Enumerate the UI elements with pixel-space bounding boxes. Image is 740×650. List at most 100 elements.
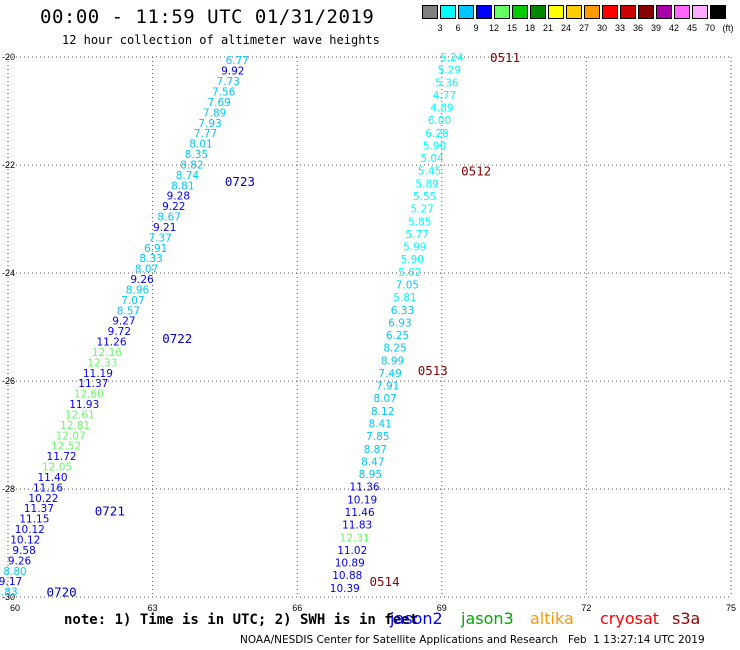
swh-value: 7.56: [212, 86, 236, 98]
swh-value: 5.77: [406, 229, 429, 241]
legend-label: 33: [614, 23, 625, 33]
legend-label: 70: [704, 23, 715, 33]
swh-value: 5.29: [438, 65, 461, 77]
swh-value: 5.89: [415, 178, 438, 190]
time-label: 0723: [225, 174, 255, 189]
legend-label: 27: [578, 23, 589, 33]
legend-swatch: [692, 5, 708, 19]
legend-swatch: [566, 5, 582, 19]
swh-value: 10.19: [347, 494, 377, 506]
swh-value: 6.91: [144, 243, 167, 255]
swh-value: 10.12: [15, 524, 45, 536]
swh-value: 10.12: [10, 535, 40, 547]
swh-value: 8.07: [135, 264, 158, 276]
swh-value: 7.37: [148, 232, 171, 244]
swh-value: 12.05: [42, 462, 72, 474]
satellite-label-cryosat: cryosat: [600, 609, 660, 628]
swh-value: 5.45: [418, 166, 441, 178]
swh-value: 7.93: [198, 118, 221, 130]
swh-value: 5.90: [401, 254, 424, 266]
swh-value: 8.80: [3, 566, 26, 578]
swh-value: 11.72: [47, 451, 77, 463]
swh-value: 10.22: [28, 493, 58, 505]
legend-swatch: [512, 5, 528, 19]
legend-label: 42: [668, 23, 679, 33]
legend-label: 18: [524, 23, 535, 33]
legend-swatch: [548, 5, 564, 19]
swh-value: 5.55: [413, 191, 436, 203]
legend-swatch: [530, 5, 546, 19]
legend-swatch: [584, 5, 600, 19]
swh-value: 8.83: [0, 587, 18, 599]
swh-value: 9.22: [162, 201, 185, 213]
legend-swatch: [458, 5, 474, 19]
swh-value: 9.92: [221, 66, 244, 78]
legend-swatch: [674, 5, 690, 19]
swh-value: 8.81: [171, 180, 194, 192]
swh-value: 7.73: [217, 76, 240, 88]
swh-value: 8.87: [364, 444, 387, 456]
swh-value: 9.21: [153, 222, 176, 234]
lon-tick-label: 60: [10, 603, 20, 613]
swh-value: 12.31: [340, 532, 370, 544]
legend-label: 6: [455, 23, 461, 33]
legend-label: 45: [686, 23, 697, 33]
swh-value: 10.89: [335, 558, 365, 570]
swh-value: 9.27: [112, 316, 135, 328]
swh-value: 8.67: [158, 212, 181, 224]
swh-value: 5.36: [435, 77, 459, 89]
legend-label: 39: [650, 23, 661, 33]
time-label: 0512: [461, 163, 491, 178]
swh-value: 8.95: [359, 469, 382, 481]
swh-value: 8.99: [381, 355, 404, 367]
lon-tick-label: 69: [437, 603, 447, 613]
time-label: 0513: [418, 363, 448, 378]
swh-value: 11.36: [350, 482, 380, 494]
legend-swatch: [494, 5, 510, 19]
swh-value: 10.39: [330, 583, 360, 595]
lon-tick-label: 66: [292, 603, 302, 613]
swh-value: 7.07: [121, 295, 144, 307]
legend-label: 12: [488, 23, 499, 33]
swh-value: 11.37: [24, 503, 54, 515]
swh-value: 5.90: [423, 140, 446, 152]
swh-value: 11.83: [342, 520, 372, 532]
swh-value: 6.33: [391, 305, 414, 317]
swh-value: 11.19: [83, 368, 113, 380]
swh-value: 8.82: [180, 159, 203, 171]
lat-tick-label: -22: [2, 160, 15, 170]
legend-swatch: [620, 5, 636, 19]
lat-tick-label: -24: [2, 268, 15, 278]
legend-label: 3: [437, 23, 443, 33]
swh-value: 12.81: [60, 420, 90, 432]
swh-value: 5.85: [408, 216, 431, 228]
swh-value: 8.12: [371, 406, 394, 418]
swh-value: 11.16: [33, 482, 63, 494]
legend-swatch: [476, 5, 492, 19]
swh-value: 7.85: [366, 431, 389, 443]
swh-value: 12.07: [56, 430, 86, 442]
legend-swatch: [440, 5, 456, 19]
swh-value: 7.49: [378, 368, 401, 380]
legend-label: 21: [542, 23, 553, 33]
satellite-label-altika: altika: [530, 609, 574, 628]
swh-value: 5.99: [403, 242, 426, 254]
swh-value: 5.81: [393, 292, 416, 304]
lon-tick-label: 75: [726, 603, 736, 613]
map-subtitle: 12 hour collection of altimeter wave hei…: [62, 33, 380, 47]
lat-tick-label: -28: [2, 484, 15, 494]
legend-swatch: [656, 5, 672, 19]
legend-label: 15: [506, 23, 517, 33]
legend-swatch: [710, 5, 726, 19]
satellite-label-s3a: s3a: [672, 609, 701, 628]
swh-value: 7.05: [396, 279, 419, 291]
swh-value: 8.25: [383, 343, 406, 355]
swh-value: 12.60: [74, 389, 104, 401]
swh-value: 6.77: [226, 55, 249, 67]
map-title: 00:00 - 11:59 UTC 01/31/2019: [40, 6, 375, 28]
swh-value: 8.35: [185, 149, 208, 161]
swh-value: 8.01: [189, 139, 212, 151]
swh-value: 9.28: [167, 191, 190, 203]
